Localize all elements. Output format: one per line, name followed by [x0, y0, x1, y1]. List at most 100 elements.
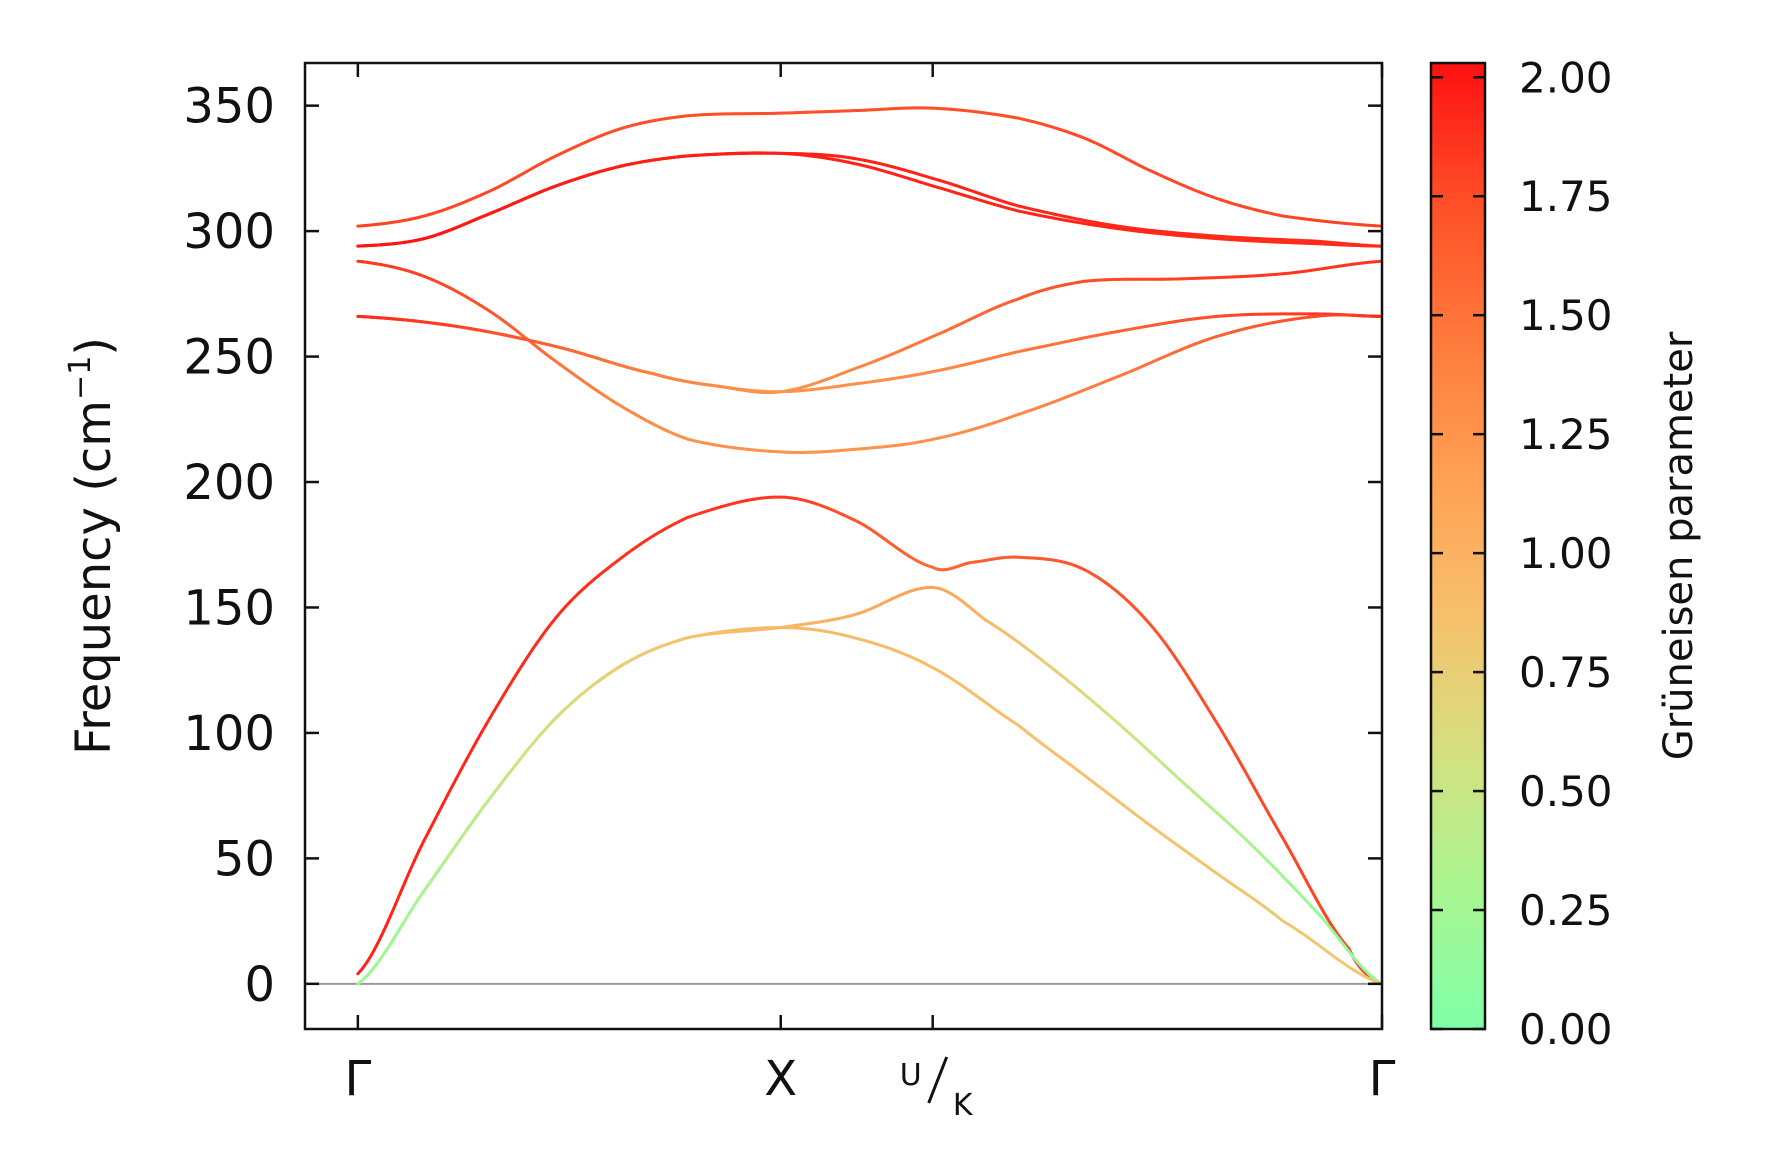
y-axis-ticks: 0 50 100 150 200 250 300 350 [183, 79, 1382, 1013]
plot-area: 0 50 100 150 200 250 300 350 Γ X UK Γ [183, 61, 1396, 1123]
band-branch-1 [356, 585, 1382, 986]
band-segment [488, 708, 497, 720]
colorbar-title: Grüneisen parameter [1656, 331, 1702, 760]
plot-frame [303, 61, 1384, 1031]
band-segment [384, 913, 393, 928]
band-branch-0 [356, 495, 1382, 986]
kpoint-label-slash [927, 1056, 949, 1104]
band-segment [1319, 905, 1327, 917]
band-segment [1215, 721, 1224, 733]
band-segment [479, 724, 487, 736]
band-segment [1267, 812, 1275, 824]
band-segment [1257, 795, 1266, 807]
y-tick-label: 350 [183, 79, 275, 135]
band-segment [403, 869, 412, 884]
colorbar-tick-label: 1.25 [1519, 410, 1613, 459]
band-branch-7 [356, 151, 1382, 248]
band-segment [1220, 729, 1228, 740]
y-axis-title-close: ) [66, 337, 122, 356]
y-tick-label: 50 [214, 831, 275, 887]
band-segment [394, 891, 402, 906]
band-segment [469, 741, 478, 753]
band-segment [1271, 820, 1280, 832]
band-segment [1281, 836, 1290, 849]
band-segment [464, 749, 473, 762]
kpoint-label-combined: UK [900, 1056, 974, 1123]
band-segment [1300, 870, 1308, 883]
band-segment [365, 952, 374, 964]
band-segment [1229, 745, 1238, 757]
band-segment [431, 811, 440, 825]
colorbar-tick-label: 0.25 [1519, 886, 1613, 935]
band-segment [436, 802, 445, 815]
band-segment [412, 848, 421, 862]
colorbar-tick-label: 2.00 [1519, 53, 1613, 102]
band-segment [375, 934, 383, 947]
band-segment [1323, 913, 1332, 925]
band-branch-5 [356, 259, 1382, 395]
y-axis-title-sup: −1 [63, 356, 98, 400]
band-segment [1309, 888, 1318, 901]
band-segment [493, 700, 501, 712]
y-tick-label: 100 [183, 706, 275, 762]
band-segment [1234, 753, 1242, 765]
band-segment [1253, 786, 1261, 799]
y-tick-label: 150 [183, 580, 275, 636]
band-segment [502, 684, 511, 696]
band-segment [1295, 862, 1304, 874]
band-segment [441, 793, 450, 806]
band-segment [1276, 828, 1285, 840]
y-tick-label: 300 [183, 204, 275, 260]
band-segment [1314, 897, 1323, 909]
colorbar-ticks: 0.00 0.25 0.50 0.75 1.00 1.25 1.50 1.75 2.00 [1431, 53, 1613, 1054]
kpoint-label-sub: K [953, 1088, 974, 1123]
band-segment [450, 775, 459, 788]
band-lines [356, 106, 1382, 986]
kpoint-label: Γ [344, 1051, 371, 1107]
band-segment [455, 766, 464, 779]
y-tick-label: 200 [183, 455, 275, 511]
band-segment [370, 943, 379, 956]
band-segment [1286, 845, 1294, 857]
band-segment [408, 858, 416, 873]
y-tick-label: 250 [183, 330, 275, 386]
colorbar: 0.00 0.25 0.50 0.75 1.00 1.25 1.50 1.75 2.00 Grü… [1429, 53, 1702, 1054]
band-branch-2 [356, 626, 1382, 986]
band-segment [1290, 853, 1299, 866]
colorbar-tick-label: 0.75 [1519, 648, 1613, 697]
colorbar-tick-label: 0.00 [1519, 1005, 1613, 1054]
y-tick-label: 0 [244, 957, 275, 1013]
band-segment [379, 924, 388, 938]
band-branch-8 [356, 106, 1382, 228]
band-segment [398, 918, 407, 930]
colorbar-tick-label: 1.00 [1519, 529, 1613, 578]
colorbar-tick-label: 1.50 [1519, 291, 1613, 340]
kpoint-label-sup: U [900, 1058, 922, 1093]
colorbar-tick-label: 1.75 [1519, 172, 1613, 221]
band-segment [1248, 778, 1257, 790]
band-segment [427, 821, 435, 834]
kpoint-label: Γ [1369, 1051, 1396, 1107]
colorbar-gradient [1429, 61, 1487, 1031]
band-segment [1262, 803, 1271, 816]
band-segment [446, 784, 454, 797]
x-axis-ticks: Γ X UK Γ [344, 63, 1396, 1123]
band-segment [1224, 737, 1233, 749]
band-segment [422, 830, 431, 843]
band-segment [1304, 879, 1313, 892]
band-segment [417, 839, 426, 852]
y-axis-title: Frequency (cm−1) [63, 337, 122, 755]
band-segment [398, 880, 407, 895]
y-axis-title-main: Frequency (cm [66, 400, 122, 755]
band-segment [389, 902, 398, 917]
band-segment [460, 758, 468, 770]
band-branch-4 [356, 259, 1382, 455]
kpoint-label: X [764, 1051, 797, 1107]
band-segment [1238, 761, 1247, 773]
band-segment [474, 732, 483, 745]
band-segment [1243, 769, 1252, 782]
band-segment [394, 926, 402, 938]
band-segment [483, 716, 492, 728]
colorbar-tick-label: 0.50 [1519, 767, 1613, 816]
